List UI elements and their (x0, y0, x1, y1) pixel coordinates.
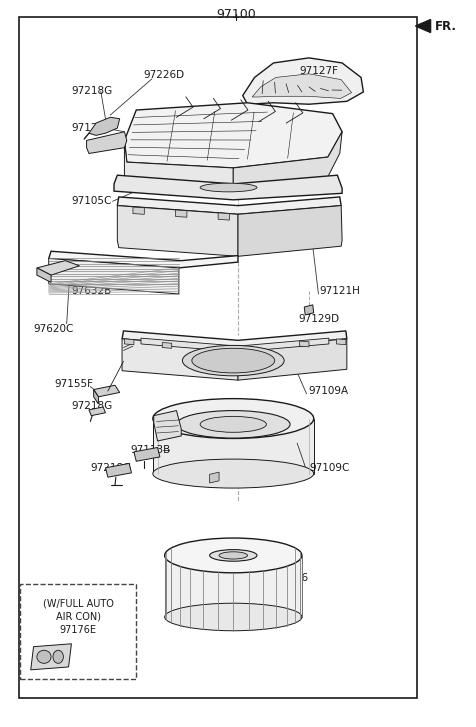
Polygon shape (141, 338, 329, 352)
Polygon shape (252, 74, 352, 98)
Polygon shape (37, 268, 51, 282)
Polygon shape (106, 463, 131, 477)
Polygon shape (218, 213, 229, 220)
Text: 97620C: 97620C (34, 324, 74, 334)
Polygon shape (87, 132, 127, 153)
Polygon shape (124, 339, 134, 345)
Ellipse shape (182, 345, 284, 376)
Polygon shape (153, 419, 314, 473)
Polygon shape (304, 305, 314, 315)
Text: 97127F: 97127F (299, 66, 338, 76)
Polygon shape (209, 472, 219, 483)
Bar (20, 585, 136, 678)
Polygon shape (154, 411, 181, 441)
Polygon shape (94, 385, 119, 397)
Ellipse shape (192, 348, 275, 373)
Polygon shape (94, 390, 99, 404)
Polygon shape (162, 342, 172, 348)
Polygon shape (31, 644, 71, 670)
Polygon shape (49, 252, 238, 268)
Polygon shape (299, 341, 309, 347)
Polygon shape (124, 103, 342, 168)
Bar (20, 17, 417, 698)
Text: 97218G: 97218G (71, 401, 113, 411)
Ellipse shape (209, 550, 257, 561)
Polygon shape (37, 261, 79, 275)
Polygon shape (89, 117, 119, 135)
Polygon shape (337, 339, 346, 345)
Text: 97109A: 97109A (308, 386, 348, 396)
Ellipse shape (219, 552, 248, 559)
Polygon shape (117, 206, 238, 257)
Text: 97226D: 97226D (143, 71, 185, 80)
Polygon shape (238, 206, 342, 257)
Ellipse shape (153, 398, 314, 438)
Text: 97121H: 97121H (319, 286, 360, 296)
Text: FR.: FR. (436, 20, 457, 33)
Polygon shape (89, 407, 106, 416)
Polygon shape (114, 175, 342, 200)
Ellipse shape (53, 650, 63, 663)
Ellipse shape (200, 183, 257, 192)
Ellipse shape (165, 603, 302, 631)
Text: 97105C: 97105C (71, 196, 112, 206)
Text: 97109C: 97109C (309, 463, 349, 473)
Text: 97218G: 97218G (90, 463, 131, 473)
Text: AIR CON): AIR CON) (56, 612, 101, 622)
Polygon shape (243, 58, 363, 104)
Text: 97155F: 97155F (54, 379, 93, 389)
Text: 97116: 97116 (275, 573, 308, 583)
Polygon shape (176, 210, 187, 217)
Polygon shape (238, 339, 347, 380)
Text: 97632B: 97632B (71, 286, 112, 296)
Text: 97121J: 97121J (71, 123, 108, 133)
Text: 97100: 97100 (216, 8, 256, 21)
Polygon shape (133, 207, 144, 214)
Polygon shape (49, 259, 179, 294)
Polygon shape (165, 555, 302, 617)
Text: (W/FULL AUTO: (W/FULL AUTO (43, 599, 114, 609)
Polygon shape (134, 448, 160, 461)
Ellipse shape (153, 459, 314, 488)
Text: 97218G: 97218G (71, 87, 113, 96)
Text: 97129D: 97129D (298, 313, 340, 324)
Polygon shape (117, 197, 341, 214)
Polygon shape (416, 20, 431, 33)
Ellipse shape (200, 417, 267, 433)
Polygon shape (233, 132, 342, 190)
Text: 97176E: 97176E (60, 625, 97, 635)
Polygon shape (122, 331, 347, 348)
Ellipse shape (165, 538, 302, 573)
Polygon shape (122, 339, 238, 380)
Polygon shape (124, 140, 233, 190)
Ellipse shape (37, 650, 51, 663)
Ellipse shape (177, 411, 290, 438)
Text: 97113B: 97113B (130, 446, 170, 455)
